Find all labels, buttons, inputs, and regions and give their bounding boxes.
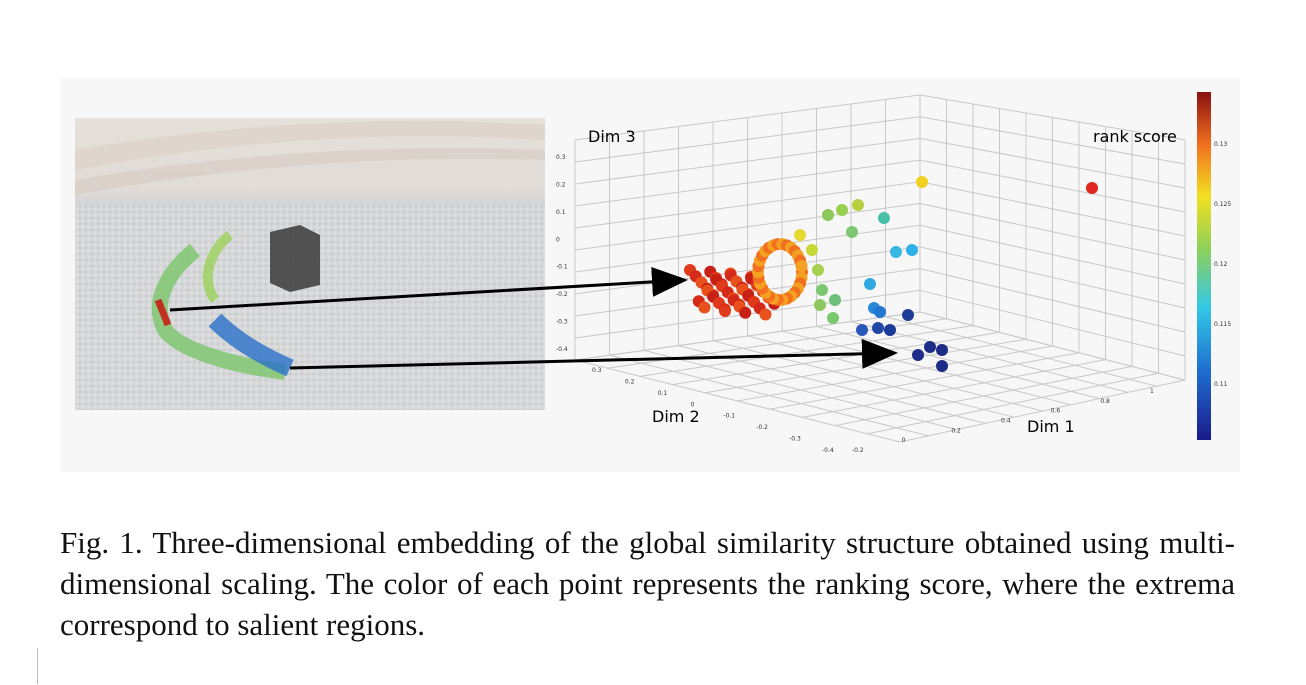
figure: 0.3 0.2 0.1 0 -0.1 -0.2 -0.3 -0.4 0.3 0.2 0.1 0 -0.1… — [75, 92, 1232, 454]
x-tick-label: 1 — [1150, 388, 1154, 395]
grid-line — [802, 359, 1106, 418]
plot-3d: 0.3 0.2 0.1 0 -0.1 -0.2 -0.3 -0.4 0.3 0.2 0.1 0 -0.1… — [556, 94, 1231, 454]
colorbar-tick-label: 0.12 — [1214, 261, 1228, 268]
grid-line — [850, 321, 1129, 393]
colorbar-tick-label: 0.115 — [1214, 321, 1231, 328]
z-tick-label: 0.1 — [556, 209, 566, 216]
y-tick-label: 0.1 — [658, 390, 668, 397]
point — [812, 264, 824, 276]
z-tick-label: -0.1 — [556, 264, 568, 271]
point — [878, 212, 890, 224]
point — [936, 344, 948, 356]
grid-line — [574, 224, 921, 273]
x-tick-label: 0.6 — [1051, 408, 1061, 415]
y-tick-label: -0.1 — [723, 413, 735, 420]
point — [864, 278, 876, 290]
y-tick-label: -0.2 — [756, 424, 768, 431]
point — [1086, 182, 1098, 194]
grid-line — [919, 203, 1186, 261]
x-tick-label: -0.2 — [852, 447, 864, 454]
y-tick-label: 0.2 — [625, 378, 635, 385]
grid-line — [574, 311, 921, 361]
x-axis-label: Dim 1 — [1027, 417, 1075, 436]
point — [719, 305, 731, 317]
point — [852, 199, 864, 211]
caption: Fig. 1. Three-dimensional embedding of t… — [60, 525, 1235, 642]
z-tick-label: 0.2 — [556, 181, 566, 188]
grid-line — [919, 224, 1186, 285]
grid-line — [574, 246, 921, 295]
grid-line — [919, 311, 1186, 381]
z-tick-label: -0.2 — [556, 291, 568, 298]
grid-line — [919, 289, 1186, 357]
point — [874, 306, 886, 318]
arrow — [169, 266, 688, 312]
margin-rule — [37, 648, 38, 684]
point — [902, 309, 914, 321]
z-tick-label: 0.3 — [556, 154, 566, 161]
grid-line — [769, 352, 1080, 410]
grid-line — [574, 203, 921, 251]
colorbar-label: rank score — [1093, 127, 1177, 146]
point — [794, 229, 806, 241]
grid-line — [834, 365, 1133, 427]
x-tick-label: 0.2 — [951, 427, 961, 434]
photo — [75, 118, 545, 410]
y-tick-label: 0 — [691, 401, 695, 408]
grid-line — [867, 372, 1159, 435]
y-tick-label: -0.4 — [822, 447, 834, 454]
point — [890, 246, 902, 258]
z-tick-label: -0.3 — [556, 319, 568, 326]
x-tick-label: 0.8 — [1100, 398, 1110, 405]
point — [822, 209, 834, 221]
z-axis-label: Dim 3 — [588, 127, 636, 146]
point — [816, 284, 828, 296]
scatter-points — [684, 176, 1098, 372]
point — [912, 349, 924, 361]
grid-line — [919, 268, 1186, 333]
point — [836, 204, 848, 216]
x-tick-label: 0 — [902, 437, 906, 444]
y-axis-label: Dim 2 — [652, 407, 700, 426]
point — [759, 308, 772, 321]
point — [814, 299, 826, 311]
grid-line — [816, 325, 1100, 400]
point — [906, 244, 918, 256]
point — [856, 324, 868, 336]
z-tick-label: 0 — [556, 236, 560, 243]
grid-line — [919, 246, 1186, 309]
point — [846, 226, 858, 238]
colorbar — [1197, 92, 1211, 440]
point — [872, 322, 884, 334]
point — [829, 294, 841, 306]
point — [884, 324, 896, 336]
point — [924, 341, 936, 353]
grid-line — [781, 330, 1072, 406]
point — [827, 312, 839, 324]
y-tick-label: -0.3 — [789, 436, 801, 443]
y-tick-label: 0.3 — [592, 367, 602, 374]
colorbar-tick-label: 0.125 — [1214, 201, 1231, 208]
z-tick-label: -0.4 — [556, 346, 568, 353]
point — [936, 360, 948, 372]
arrow — [289, 338, 898, 370]
point — [795, 260, 808, 273]
point — [698, 301, 711, 314]
point — [916, 176, 928, 188]
grid-line — [885, 316, 1157, 387]
grid-line — [747, 335, 1043, 412]
grid-line — [899, 379, 1186, 443]
point — [739, 306, 752, 319]
colorbar-tick-label: 0.13 — [1214, 141, 1228, 148]
x-tick-label: 0.4 — [1001, 418, 1011, 425]
colorbar-tick-label: 0.11 — [1214, 381, 1228, 388]
point — [806, 244, 818, 256]
